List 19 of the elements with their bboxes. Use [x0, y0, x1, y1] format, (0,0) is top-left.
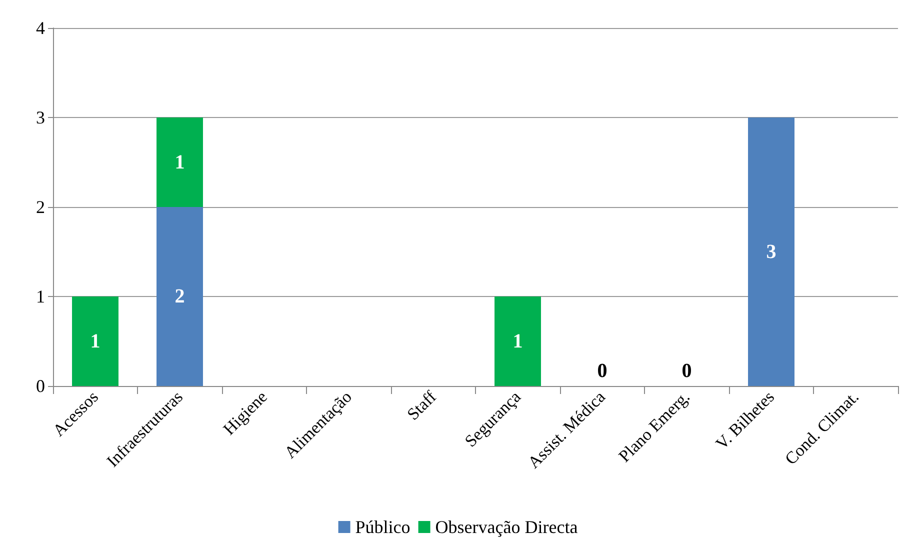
legend-label: Público: [355, 517, 410, 537]
data-label: 0: [682, 360, 692, 382]
legend-label: Observação Directa: [435, 517, 578, 537]
bar: [494, 296, 541, 386]
data-label: 0: [597, 360, 608, 382]
bar: [72, 296, 118, 386]
data-label: 2: [174, 286, 185, 308]
y-tick-label: 2: [36, 197, 45, 217]
data-label: 1: [90, 330, 100, 352]
data-label: 1: [174, 151, 185, 174]
bar: [748, 118, 794, 386]
y-tick-label: 3: [36, 108, 45, 128]
bar: [156, 118, 203, 207]
data-label: 1: [512, 330, 523, 352]
y-tick-label: 1: [36, 286, 45, 306]
data-label: 3: [766, 240, 776, 263]
y-tick-label: 4: [36, 18, 45, 38]
y-tick-label: 0: [36, 376, 45, 396]
bar: [156, 207, 203, 386]
